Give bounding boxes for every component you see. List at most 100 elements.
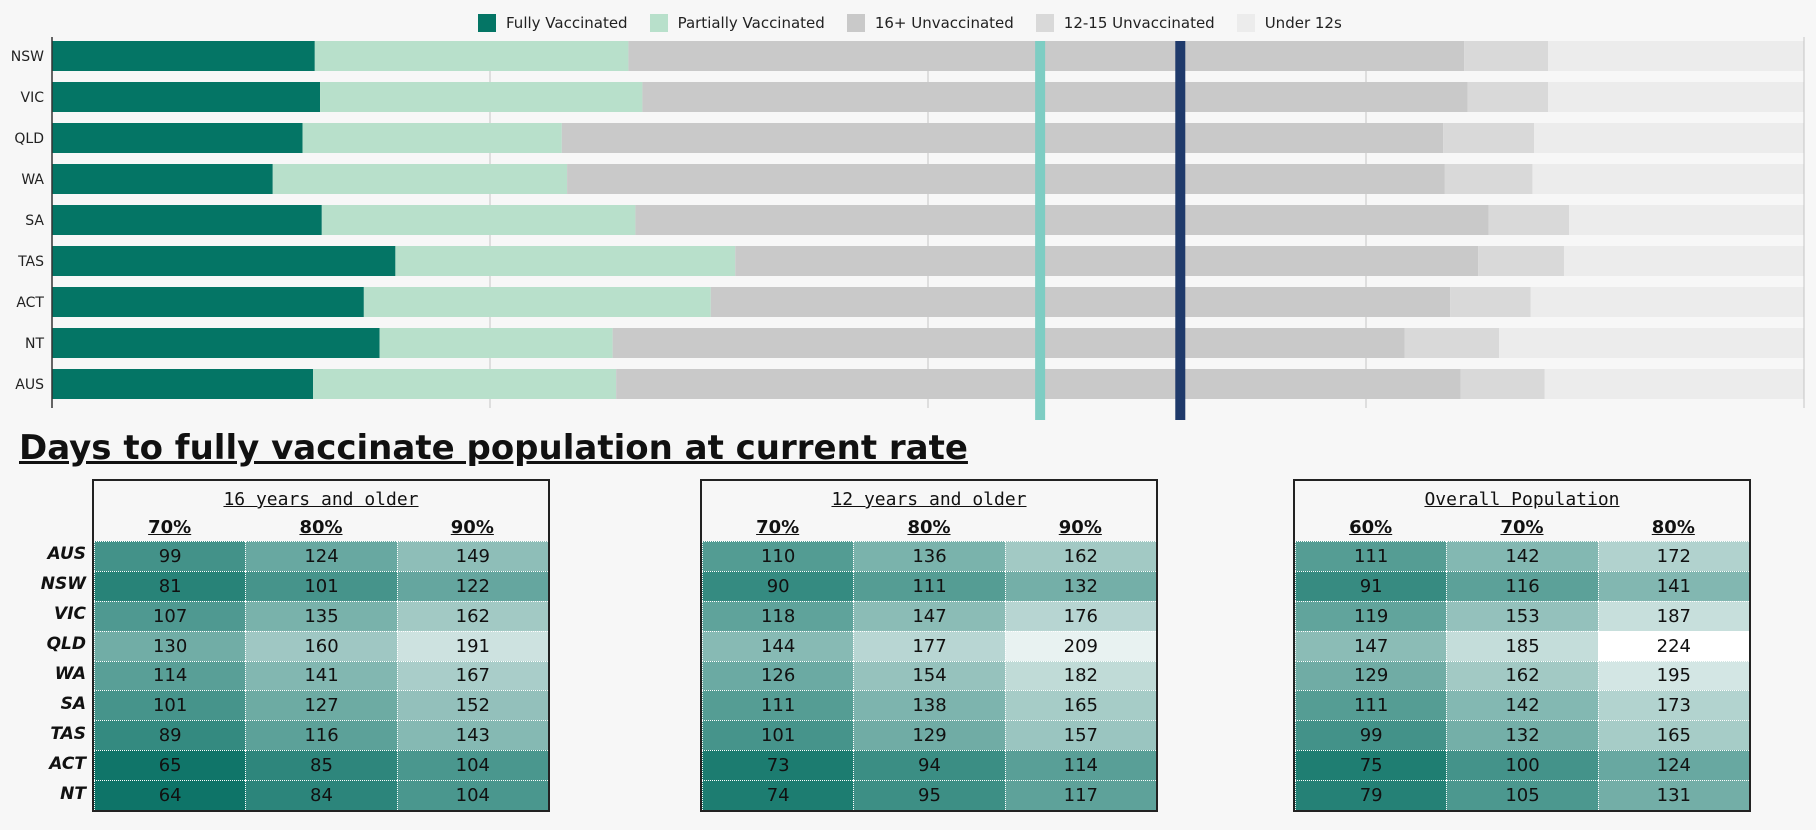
table-cell: 114 — [1004, 750, 1156, 781]
category-label: SA — [25, 213, 44, 229]
table-cell: 143 — [396, 720, 548, 751]
table-cell: 99 — [94, 541, 246, 571]
table-cell: 147 — [1295, 630, 1447, 661]
bar-segment-under-12s — [1569, 205, 1804, 235]
bar-segment-12-15-unvaccinated — [1450, 287, 1531, 317]
bar-segment-under-12s — [1534, 123, 1804, 153]
table-cell: 101 — [702, 720, 854, 751]
row-label: TAS — [50, 724, 86, 744]
legend-item-partially-vaccinated: Partially Vaccinated — [649, 14, 825, 32]
bar-segment-16-unvaccinated — [561, 123, 1444, 153]
legend-item-under-12s: Under 12s — [1236, 14, 1342, 32]
bar-segment-partially-vaccinated — [320, 82, 643, 112]
table-cell: 111 — [1295, 541, 1447, 571]
table-cell: 149 — [396, 541, 548, 571]
category-label: ACT — [16, 295, 44, 311]
table-cell: 104 — [396, 750, 548, 781]
table-cell: 209 — [1004, 630, 1156, 661]
column-header: 70% — [148, 517, 192, 538]
bar-segment-fully-vaccinated — [52, 369, 314, 399]
bar-segment-partially-vaccinated — [395, 246, 736, 276]
bar-segment-under-12s — [1548, 41, 1804, 71]
table-title: Overall Population — [1424, 489, 1620, 510]
table-cell: 135 — [245, 600, 397, 631]
table-cell: 152 — [396, 690, 548, 721]
row-label: QLD — [46, 634, 86, 654]
bar-segment-16-unvaccinated — [735, 246, 1479, 276]
row-label: AUS — [47, 544, 86, 564]
table-cell: 162 — [396, 600, 548, 631]
table-cell: 110 — [702, 541, 854, 571]
section-title: Days to fully vaccinate population at cu… — [19, 428, 968, 468]
legend-item-12-15-unvaccinated: 12-15 Unvaccinated — [1035, 14, 1215, 32]
table-cell: 95 — [853, 780, 1005, 810]
bar-segment-fully-vaccinated — [52, 205, 322, 235]
table-cell: 126 — [702, 660, 854, 691]
table-cell: 167 — [396, 660, 548, 691]
bar-segment-16-unvaccinated — [567, 164, 1445, 194]
table-cell: 165 — [1597, 720, 1749, 751]
table-cell: 90 — [702, 570, 854, 601]
bar-segment-fully-vaccinated — [52, 328, 380, 358]
days-table-16-plus: 16 years and older 70% 80% 90% 99 124 149 8… — [92, 479, 550, 812]
bar-segment-under-12s — [1544, 369, 1804, 399]
table-cell: 162 — [1004, 541, 1156, 571]
table-cell: 111 — [702, 690, 854, 721]
table-cell: 100 — [1446, 750, 1598, 781]
table-cell: 142 — [1446, 541, 1598, 571]
table-cell: 165 — [1004, 690, 1156, 721]
column-header: 60% — [1349, 517, 1393, 538]
row-label: VIC — [54, 604, 86, 624]
table-cell: 195 — [1597, 660, 1749, 691]
legend-swatch — [478, 14, 496, 32]
table-cell: 91 — [1295, 570, 1447, 601]
bar-segment-fully-vaccinated — [52, 123, 303, 153]
days-table-12-plus: 12 years and older 70% 80% 90% 110 136 162… — [700, 479, 1158, 812]
table-cell: 144 — [702, 630, 854, 661]
reference-line — [1035, 41, 1046, 420]
bar-segment-fully-vaccinated — [52, 246, 396, 276]
bar-segment-partially-vaccinated — [313, 369, 617, 399]
table-cell: 104 — [396, 780, 548, 810]
table-cell: 74 — [702, 780, 854, 810]
bar-segment-fully-vaccinated — [52, 164, 273, 194]
legend-swatch — [846, 14, 865, 32]
table-cell: 73 — [702, 750, 854, 781]
table-cell: 160 — [245, 630, 397, 661]
table-cell: 138 — [853, 690, 1005, 721]
table-cell: 162 — [1446, 660, 1598, 691]
table-cell: 191 — [396, 630, 548, 661]
row-label: ACT — [49, 754, 86, 774]
table-header: 70% 80% 90% — [94, 517, 548, 538]
table-cell: 119 — [1295, 600, 1447, 631]
table-cell: 130 — [94, 630, 246, 661]
table-cell: 101 — [94, 690, 246, 721]
table-body: 99 124 149 81 101 122 107 135 162 130 160 191 114 141… — [94, 541, 548, 810]
table-cell: 132 — [1446, 720, 1598, 751]
bar-segment-under-12s — [1532, 164, 1804, 194]
table-title: 16 years and older — [223, 489, 419, 510]
table-cell: 111 — [1295, 690, 1447, 721]
bar-segment-12-15-unvaccinated — [1478, 246, 1564, 276]
legend-item-fully-vaccinated: Fully Vaccinated — [478, 14, 628, 32]
category-label: WA — [21, 172, 44, 188]
table-cell: 187 — [1597, 600, 1749, 631]
row-label: SA — [60, 694, 86, 714]
column-header: 90% — [1058, 517, 1102, 538]
bar-segment-under-12s — [1563, 246, 1804, 276]
table-cell: 65 — [94, 750, 246, 781]
table-cell: 84 — [245, 780, 397, 810]
table-cell: 101 — [245, 570, 397, 601]
table-cell: 79 — [1295, 780, 1447, 810]
table-cell: 141 — [1597, 570, 1749, 601]
table-cell: 142 — [1446, 690, 1598, 721]
chart-legend: Fully Vaccinated Partially Vaccinated 16… — [478, 14, 1364, 32]
category-label: NSW — [11, 49, 44, 65]
bar-segment-under-12s — [1530, 287, 1804, 317]
table-cell: 185 — [1446, 630, 1598, 661]
days-table-overall: Overall Population 60% 70% 80% 111 142 172… — [1293, 479, 1751, 812]
row-label: NSW — [40, 574, 86, 594]
table-row-labels: AUS NSW VIC QLD WA SA TAS ACT NT — [0, 539, 86, 812]
bar-segment-12-15-unvaccinated — [1443, 123, 1535, 153]
table-title: 12 years and older — [831, 489, 1027, 510]
